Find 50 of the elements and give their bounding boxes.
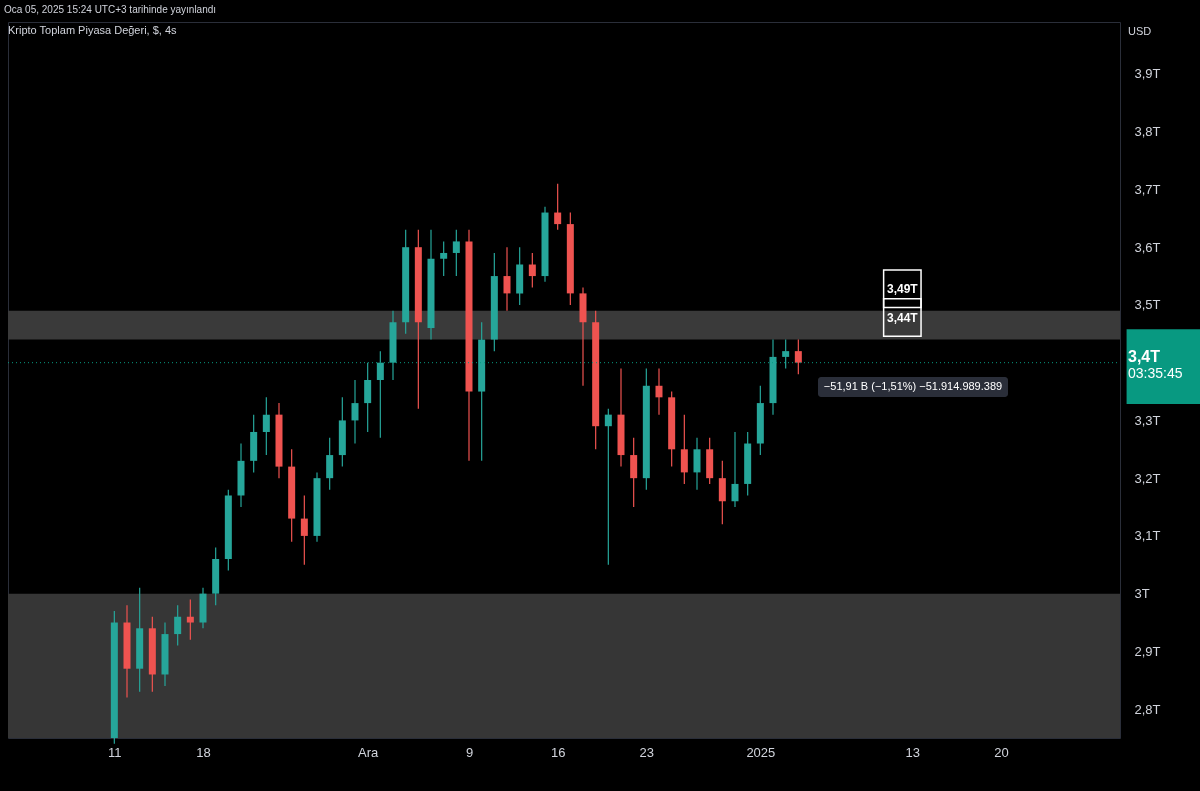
y-tick-label: 3,3T — [1134, 412, 1161, 428]
candlestick — [655, 367, 663, 416]
x-tick-label: 20 — [994, 744, 1009, 760]
x-tick-label: 16 — [550, 744, 566, 760]
y-tick-label: 3,5T — [1134, 297, 1161, 313]
y-tick-label: 2,9T — [1134, 643, 1161, 659]
x-tick-label: 2025 — [746, 744, 776, 760]
y-tick-label: 3,7T — [1134, 181, 1161, 197]
candlestick — [174, 604, 182, 647]
text: 03:35:45 — [1128, 364, 1183, 381]
annotation: −51,91 B (−1,51%) −51.914.989.389 — [823, 380, 1003, 392]
candlestick — [528, 252, 536, 289]
candlestick — [452, 229, 460, 277]
candlestick — [351, 379, 359, 445]
x-tick-label: 18 — [196, 744, 211, 760]
candlestick — [782, 338, 790, 370]
y-tick-label: 3,9T — [1134, 66, 1161, 82]
candlestick — [376, 350, 384, 439]
x-tick-label: Ara — [358, 744, 380, 760]
candlestick — [630, 437, 638, 508]
y-tick-label: 3,8T — [1134, 124, 1161, 140]
x-tick-label: 23 — [639, 744, 655, 760]
y-tick-label: 3T — [1134, 586, 1150, 602]
candlestick — [300, 494, 308, 566]
candlestick — [718, 460, 726, 525]
ref-line-label: 3,4T — [1128, 347, 1161, 365]
candlestick — [680, 414, 688, 485]
candlestick — [554, 183, 562, 231]
y-tick-label: 3,1T — [1134, 528, 1161, 544]
candlestick — [186, 598, 194, 641]
y-tick-label: 3,2T — [1134, 470, 1161, 486]
text: USD — [1128, 25, 1152, 37]
x-tick-label: 11 — [108, 744, 122, 760]
candlestick — [364, 362, 372, 433]
candlestick — [794, 338, 802, 375]
candlestick — [326, 437, 334, 491]
candlestick — [731, 431, 739, 508]
chart-subtitle: Oca 05, 2025 15:24 UTC+3 tarihinde yayınlandı — [4, 4, 217, 15]
candlestick — [440, 240, 448, 277]
candlestick — [693, 437, 701, 491]
x-tick-label: 13 — [905, 744, 921, 760]
candlestick — [604, 408, 612, 566]
annotation: 3,49T — [886, 281, 919, 296]
y-tick-label: 3,6T — [1134, 239, 1161, 255]
y-tick-label: 2,8T — [1134, 701, 1161, 717]
chart-title: Kripto Toplam Piyasa Değeri, $, 4s — [8, 24, 178, 36]
annotation: 3,44T — [886, 310, 919, 325]
candlestick — [503, 246, 511, 312]
candlestick — [262, 396, 270, 456]
x-tick-label: 9 — [465, 744, 474, 760]
